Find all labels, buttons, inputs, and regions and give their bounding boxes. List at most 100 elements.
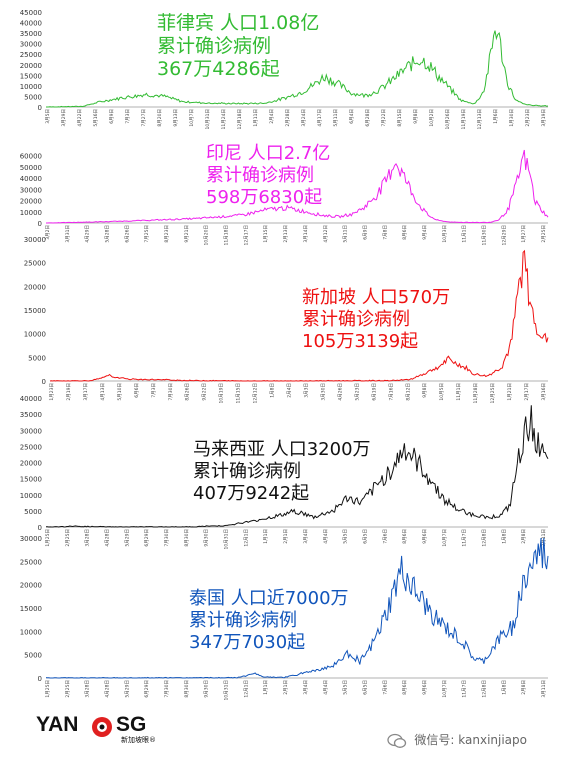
y-tick-label: 20000 [20, 582, 42, 590]
y-tick-label: 30000 [20, 427, 42, 435]
x-tick-label: 4月17日 [317, 109, 323, 127]
x-tick-label: 5月23日 [354, 383, 360, 401]
y-tick-label: 10000 [20, 628, 42, 636]
y-tick-label: 10000 [24, 331, 46, 339]
x-tick-label: 1月11日 [253, 109, 259, 127]
x-tick-label: 3月11日 [541, 529, 547, 547]
x-tick-label: 8月30日 [184, 680, 190, 698]
x-tick-label: 4月4日 [323, 680, 329, 695]
x-tick-label: 1月8日 [501, 680, 507, 695]
x-tick-label: 4月22日 [77, 109, 83, 127]
x-tick-label: 7月30日 [164, 529, 170, 547]
annotation-singapore: 新加坡 人口570万 累计确诊病例 105万3139起 [302, 287, 450, 353]
x-tick-label: 10月31日 [205, 109, 211, 129]
x-tick-label: 3月2日 [45, 225, 51, 240]
annotation-line: 累计确诊病例 [157, 35, 272, 58]
x-tick-label: 3月29日 [61, 109, 67, 127]
x-tick-label: 3月11日 [541, 680, 547, 698]
x-tick-label: 3月4日 [303, 529, 309, 544]
x-tick-label: 3月28日 [85, 680, 91, 698]
x-tick-label: 5月10日 [117, 383, 123, 401]
x-tick-label: 1月27日 [521, 225, 527, 243]
y-tick-label: 25000 [20, 51, 42, 59]
x-tick-label: 10月3日 [442, 225, 448, 243]
yansg-logo: YAN SG 新加坡眼® [36, 711, 176, 744]
x-tick-label: 7月3日 [151, 383, 157, 398]
wechat-watermark: 微信号: kanxinjiapo [386, 731, 527, 749]
x-tick-label: 9月6日 [422, 680, 428, 695]
y-tick-label: 40000 [20, 175, 42, 183]
x-tick-label: 1月8日 [501, 529, 507, 544]
x-tick-label: 8月12日 [405, 383, 411, 401]
y-tick-label: 50000 [20, 164, 42, 172]
wechat-icon [386, 733, 406, 748]
series-line-thailand [45, 537, 549, 679]
x-tick-label: 8月6日 [402, 680, 408, 695]
annotation-line: 新加坡 人口570万 [302, 287, 451, 308]
x-tick-label: 3月19日 [541, 109, 547, 127]
annotation-line: 367万4286起 [157, 58, 280, 81]
x-tick-label: 12月17日 [243, 225, 249, 245]
x-tick-label: 3月16日 [541, 383, 547, 401]
x-tick-label: 12月13日 [477, 109, 483, 129]
x-tick-label: 1月1日 [263, 529, 269, 544]
y-tick-label: 10000 [20, 83, 42, 91]
y-tick-label: 30000 [20, 186, 42, 194]
x-tick-label: 10月5日 [439, 383, 445, 401]
x-tick-label: 5月5日 [343, 529, 349, 544]
y-tick-label: 0 [38, 104, 42, 112]
x-tick-label: 8月6日 [402, 225, 408, 240]
y-tick-label: 30000 [20, 535, 42, 543]
annotation-indonesia: 印尼 人口2.7亿 累计确诊病例 598万6830起 [206, 143, 330, 209]
x-tick-label: 10月7日 [189, 109, 195, 127]
y-tick-label: 0 [38, 220, 42, 228]
x-tick-label: 7月6日 [382, 680, 388, 695]
x-tick-label: 3月17日 [83, 383, 89, 401]
x-tick-label: 8月26日 [185, 383, 191, 401]
x-tick-label: 2月23日 [525, 109, 531, 127]
x-tick-label: 2月4日 [287, 383, 293, 398]
y-tick-label: 60000 [20, 153, 42, 161]
y-tick-label: 0 [38, 675, 42, 683]
annotation-line: 347万7030起 [189, 631, 306, 653]
x-tick-label: 11月30日 [481, 225, 487, 245]
x-tick-label: 3月28日 [85, 529, 91, 547]
x-tick-label: 6月4日 [349, 109, 355, 124]
x-tick-label: 3月24日 [301, 109, 307, 127]
y-tick-label: 0 [42, 378, 46, 386]
x-tick-label: 7月25日 [144, 225, 150, 243]
x-tick-label: 1月30日 [509, 109, 515, 127]
x-tick-label: 1月25日 [45, 680, 51, 698]
x-tick-label: 6月26日 [124, 225, 130, 243]
x-tick-label: 2月4日 [269, 109, 275, 124]
series-line-malaysia [45, 405, 549, 528]
y-tick-label: 25000 [20, 443, 42, 451]
x-tick-label: 2月1日 [283, 680, 289, 695]
series-line-philippines [46, 30, 549, 108]
x-tick-label: 6月29日 [144, 529, 150, 547]
x-tick-label: 2月17日 [524, 383, 530, 401]
y-tick-label: 30000 [24, 236, 46, 244]
x-tick-label: 11月18日 [224, 225, 230, 245]
y-tick-label: 10000 [20, 492, 42, 500]
x-tick-label: 10月20日 [204, 225, 210, 245]
x-tick-label: 4月12日 [323, 225, 329, 243]
x-tick-label: 10月19日 [219, 383, 225, 403]
x-tick-label: 11月7日 [462, 680, 468, 698]
x-tick-label: 8月30日 [184, 529, 190, 547]
x-tick-label: 4月28日 [105, 529, 111, 547]
y-tick-label: 5000 [24, 652, 42, 660]
x-tick-label: 9月30日 [204, 680, 210, 698]
y-tick-label: 5000 [28, 354, 46, 362]
annotation-thailand: 泰国 人口近7000万 累计确诊病例 347万7030起 [189, 588, 349, 654]
y-tick-label: 40000 [20, 395, 42, 403]
x-tick-label: 11月15日 [236, 383, 242, 403]
x-tick-label: 6月9日 [362, 225, 368, 240]
x-tick-label: 12月18日 [237, 109, 243, 129]
y-tick-label: 35000 [20, 411, 42, 419]
x-tick-label: 1月8日 [270, 383, 276, 398]
x-tick-label: 7月30日 [164, 680, 170, 698]
x-tick-label: 3月3日 [303, 383, 309, 398]
x-tick-label: 3月30日 [320, 383, 326, 401]
